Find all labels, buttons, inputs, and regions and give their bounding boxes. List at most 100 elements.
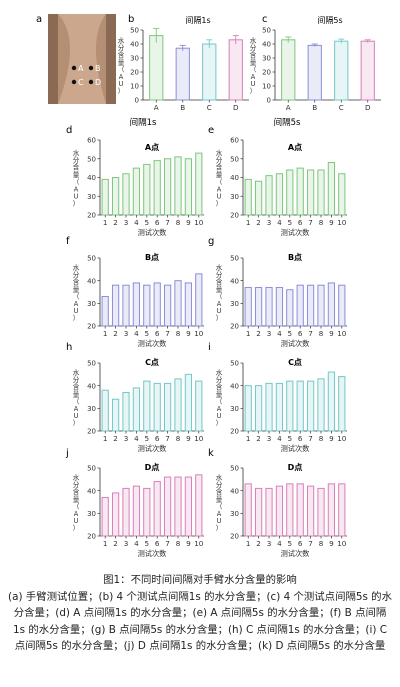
- x-tick-label-d-6: 6: [155, 218, 160, 227]
- y-tick-label-e: 50: [230, 155, 239, 163]
- x-axis-label-f: 测试次数: [138, 339, 167, 348]
- bar-k-9: [327, 483, 336, 537]
- bar-h-3: [122, 391, 130, 432]
- bar-g-1: [244, 286, 252, 327]
- y-axis-label-d: 水分含量（ A U）: [73, 148, 80, 207]
- chart-g: B点 20 30 40 50 水分含量（ A U ） 1 2 3 4 5 6 7 8 9 10 测试次数: [216, 252, 347, 348]
- chart-f: B点 20 30 40 50 水分含量（ A U ） 1 2 3 4 5 6 7 8 9 10 测试次数: [73, 252, 204, 348]
- chart-j: D点 20 30 40 50 水分含量（ A U ） 1 2 3 4 5 6 7 8 9 10 测试次数: [73, 462, 204, 558]
- bar-i-4: [275, 382, 284, 432]
- x-axis-label-d: 测试次数: [138, 228, 167, 237]
- x-tick-label-g-5: 5: [288, 329, 293, 338]
- bar-h-10: [195, 380, 203, 432]
- x-tick-label-d-10: 10: [194, 218, 204, 227]
- x-tick-label-j-9: 9: [186, 539, 191, 548]
- x-tick-label-e-10: 10: [337, 218, 347, 227]
- y-tick-label-h: 50: [87, 360, 96, 368]
- x-tick-label-c-B: B: [312, 103, 317, 112]
- bar-i-9: [327, 371, 336, 432]
- chart-title-b: 间隔1s: [185, 16, 210, 25]
- x-axis-label-g: 测试次数: [281, 339, 310, 348]
- photo-edge-right: [106, 14, 116, 104]
- chart-title-f: B点: [145, 252, 159, 262]
- x-tick-label-h-3: 3: [124, 434, 129, 443]
- y-tick-label-k: 50: [230, 465, 239, 473]
- bar-f-6: [153, 282, 161, 327]
- y-tick-label-i: 30: [230, 405, 239, 413]
- bar-e-3: [265, 175, 273, 216]
- x-tick-label-g-10: 10: [337, 329, 347, 338]
- caption-body: (a) 手臂测试位置；(b) 4 个测试点间隔1s 的水分含量；(c) 4 个测…: [8, 590, 392, 653]
- bar-c-D: [360, 40, 375, 101]
- y-tick-label-b: 30: [130, 55, 139, 63]
- bar-b-C: [202, 43, 217, 101]
- x-tick-label-c-A: A: [286, 103, 291, 112]
- y-tick-label-c: 40: [262, 41, 271, 49]
- y-axis-label-k: 水分含量（ A U）: [216, 473, 223, 532]
- point-b-dot: [88, 65, 94, 71]
- x-tick-label-e-2: 2: [256, 218, 261, 227]
- x-tick-label-e-9: 9: [329, 218, 334, 227]
- bar-f-3: [122, 284, 130, 327]
- chart-title-i: C点: [288, 357, 302, 367]
- arm-photo-panel: a A B C D: [36, 14, 116, 104]
- bar-h-9: [184, 373, 193, 432]
- panel-letter-i: i: [208, 342, 211, 353]
- y-tick-label-g: 20: [230, 323, 239, 331]
- bar-f-8: [174, 280, 182, 327]
- bar-d-9: [184, 158, 193, 216]
- bar-j-7: [163, 476, 172, 537]
- chart-title-k: D点: [288, 462, 303, 472]
- panel-letter-k: k: [208, 448, 214, 459]
- y-tick-label-e: 30: [230, 193, 239, 201]
- bar-i-3: [265, 382, 273, 432]
- x-tick-label-e-3: 3: [267, 218, 272, 227]
- y-axis-label-j: 水分含量（ A U）: [73, 473, 80, 532]
- y-tick-label-j: 30: [87, 510, 96, 518]
- x-tick-label-g-3: 3: [267, 329, 272, 338]
- bar-h-8: [174, 378, 182, 432]
- bar-j-3: [122, 487, 130, 537]
- bar-i-5: [286, 380, 294, 432]
- x-tick-label-e-1: 1: [246, 218, 251, 227]
- y-tick-label-c: 10: [262, 83, 271, 91]
- y-tick-label-f: 40: [87, 277, 96, 285]
- chart-h: C点 20 30 40 50 水分含量（ A U ） 1 2 3 4 5 6 7 8 9 10 测试次数: [73, 357, 204, 453]
- x-tick-label-k-5: 5: [288, 539, 293, 548]
- x-tick-label-j-2: 2: [113, 539, 118, 548]
- x-tick-label-f-10: 10: [194, 329, 204, 338]
- bar-e-4: [275, 173, 284, 216]
- chart-b: 间隔1s 0 10 20 30 40 50 水分含量（ A U ） A B C D: [118, 16, 249, 112]
- x-tick-label-i-4: 4: [277, 434, 282, 443]
- x-tick-label-f-5: 5: [145, 329, 150, 338]
- y-tick-label-g: 30: [230, 300, 239, 308]
- bar-g-6: [296, 284, 304, 327]
- x-tick-label-h-6: 6: [155, 434, 160, 443]
- chart-title-h: C点: [145, 357, 159, 367]
- bar-e-6: [296, 167, 304, 216]
- x-tick-label-d-1: 1: [103, 218, 108, 227]
- chart-title-d: A点: [145, 142, 159, 152]
- x-tick-label-b-D: D: [233, 103, 239, 112]
- bar-i-6: [296, 380, 304, 432]
- x-tick-label-g-2: 2: [256, 329, 261, 338]
- chart-title-c: 间隔5s: [317, 16, 342, 25]
- bar-f-1: [101, 296, 109, 327]
- x-tick-label-b-B: B: [180, 103, 185, 112]
- bar-d-6: [153, 160, 161, 216]
- x-tick-label-i-8: 8: [319, 434, 324, 443]
- chart-d: A点 20 30 40 50 60 水分含量（ A U ） 1 2 3 4 5 6 7 8 9 10 测试次数: [73, 137, 204, 237]
- x-tick-label-f-9: 9: [186, 329, 191, 338]
- panel-letter-h: h: [66, 342, 72, 353]
- x-tick-label-k-4: 4: [277, 539, 282, 548]
- x-tick-label-d-8: 8: [176, 218, 181, 227]
- x-tick-label-j-10: 10: [194, 539, 204, 548]
- y-tick-label-b: 10: [130, 83, 139, 91]
- y-tick-label-k: 40: [230, 487, 239, 495]
- x-tick-label-b-A: A: [154, 103, 159, 112]
- bar-e-5: [286, 169, 294, 216]
- panel-letter-j: j: [65, 448, 69, 459]
- x-tick-label-h-2: 2: [113, 434, 118, 443]
- x-tick-label-k-3: 3: [267, 539, 272, 548]
- bar-f-9: [184, 282, 193, 327]
